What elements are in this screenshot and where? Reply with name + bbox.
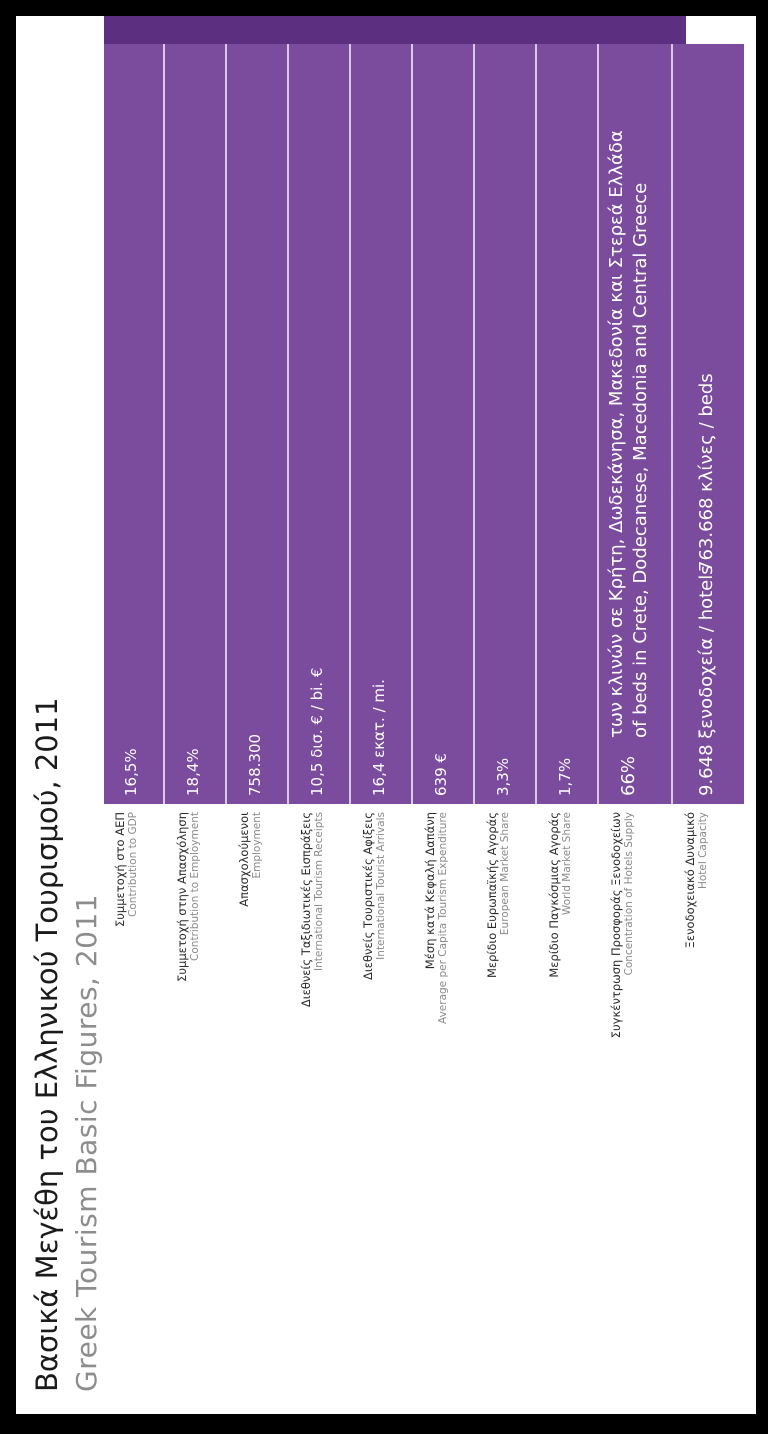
- row-label-english: Contribution to GDP: [127, 812, 139, 917]
- row-label-greek: Απασχολούμενοι: [237, 812, 251, 907]
- row-divider: [597, 44, 599, 804]
- row-label: Διεθνείς Τουριστικές Αφίξεις Internationa…: [361, 812, 388, 980]
- row-label-english: International Tourist Arrivals: [375, 812, 387, 960]
- row-label: Συγκέντρωση Προσφοράς Ξενοδοχείων Concent…: [609, 812, 636, 1039]
- row-label-english: Concentration of Hotels Supply: [623, 812, 635, 976]
- title-greek: Βασικά Μεγέθη του Ελληνικού Τουρισμού, 2…: [30, 697, 64, 1392]
- row-label-greek: Μερίδιο Παγκόσμιας Αγοράς: [547, 812, 561, 978]
- row-label-greek: Μέση κατά Κεφαλή Δαπάνη: [423, 812, 437, 970]
- row-detail-greek: των κλινών σε Κρήτη, Δωδεκάνησα, Μακεδον…: [606, 130, 627, 738]
- panel-side-face: [104, 16, 686, 44]
- row-value-secondary: 763.668 κλίνες / beds: [696, 373, 717, 572]
- row-value: 66%: [618, 755, 639, 796]
- figures-panel: 16,5% 18,4% 758.300 10,5 δισ. € / bi. € 16,4…: [104, 44, 744, 804]
- row-label-greek: Μερίδιο Ευρωπαϊκής Αγοράς: [485, 812, 499, 979]
- row-label-greek: Συμμετοχή στο ΑΕΠ: [113, 812, 127, 927]
- row-value: 18,4%: [184, 748, 202, 796]
- row-divider: [535, 44, 537, 804]
- row-label: Συμμετοχή στο ΑΕΠ Contribution to GDP: [113, 812, 140, 927]
- row-label: Ξενοδοχειακό Δυναμικό Hotel Capacity: [683, 812, 710, 949]
- row-label: Μερίδιο Ευρωπαϊκής Αγοράς European Market…: [485, 812, 512, 979]
- row-value: 16,4 εκατ. / mi.: [370, 679, 388, 796]
- row-value: 9.648 ξενοδοχεία / hotels: [696, 565, 717, 796]
- row-label-english: Employment: [251, 812, 263, 879]
- title-english: Greek Tourism Basic Figures, 2011: [70, 893, 103, 1392]
- row-label-greek: Διεθνείς Ταξιδιωτικές Εισπράξεις: [299, 812, 313, 1008]
- row-label-english: European Market Share: [499, 812, 511, 936]
- row-label: Συμμετοχή στην Απασχόληση Contribution to…: [175, 812, 202, 982]
- row-label: Μερίδιο Παγκόσμιας Αγοράς World Market Sh…: [547, 812, 574, 978]
- row-label-greek: Συγκέντρωση Προσφοράς Ξενοδοχείων: [609, 812, 623, 1039]
- row-label-greek: Συμμετοχή στην Απασχόληση: [175, 812, 189, 982]
- row-value: 1,7%: [556, 757, 574, 796]
- row-label-greek: Διεθνείς Τουριστικές Αφίξεις: [361, 812, 375, 980]
- row-label-english: Average per Capita Tourism Expenditure: [437, 812, 449, 1024]
- row-divider: [411, 44, 413, 804]
- row-divider: [349, 44, 351, 804]
- row-divider: [163, 44, 165, 804]
- row-value: 758.300: [246, 733, 264, 796]
- row-detail-english: of beds in Crete, Dodecanese, Macedonia …: [630, 182, 651, 738]
- row-label-greek: Ξενοδοχειακό Δυναμικό: [683, 812, 697, 949]
- row-divider: [671, 44, 673, 804]
- row-value: 3,3%: [494, 757, 512, 796]
- row-value: 10,5 δισ. € / bi. €: [308, 667, 326, 796]
- row-label: Μέση κατά Κεφαλή Δαπάνη Average per Capit…: [423, 812, 450, 1024]
- row-label: Απασχολούμενοι Employment: [237, 812, 264, 907]
- row-divider: [225, 44, 227, 804]
- row-value: 16,5%: [122, 748, 140, 796]
- row-label: Διεθνείς Ταξιδιωτικές Εισπράξεις Internat…: [299, 812, 326, 1008]
- row-value: 639 €: [432, 753, 450, 796]
- row-label-english: World Market Share: [561, 812, 573, 916]
- row-divider: [473, 44, 475, 804]
- row-label-english: Hotel Capacity: [697, 812, 709, 890]
- row-label-english: Contribution to Employment: [189, 812, 201, 961]
- rotated-infographic: Βασικά Μεγέθη του Ελληνικού Τουρισμού, 2…: [16, 16, 756, 1414]
- row-label-english: International Tourism Receipts: [313, 812, 325, 972]
- row-divider: [287, 44, 289, 804]
